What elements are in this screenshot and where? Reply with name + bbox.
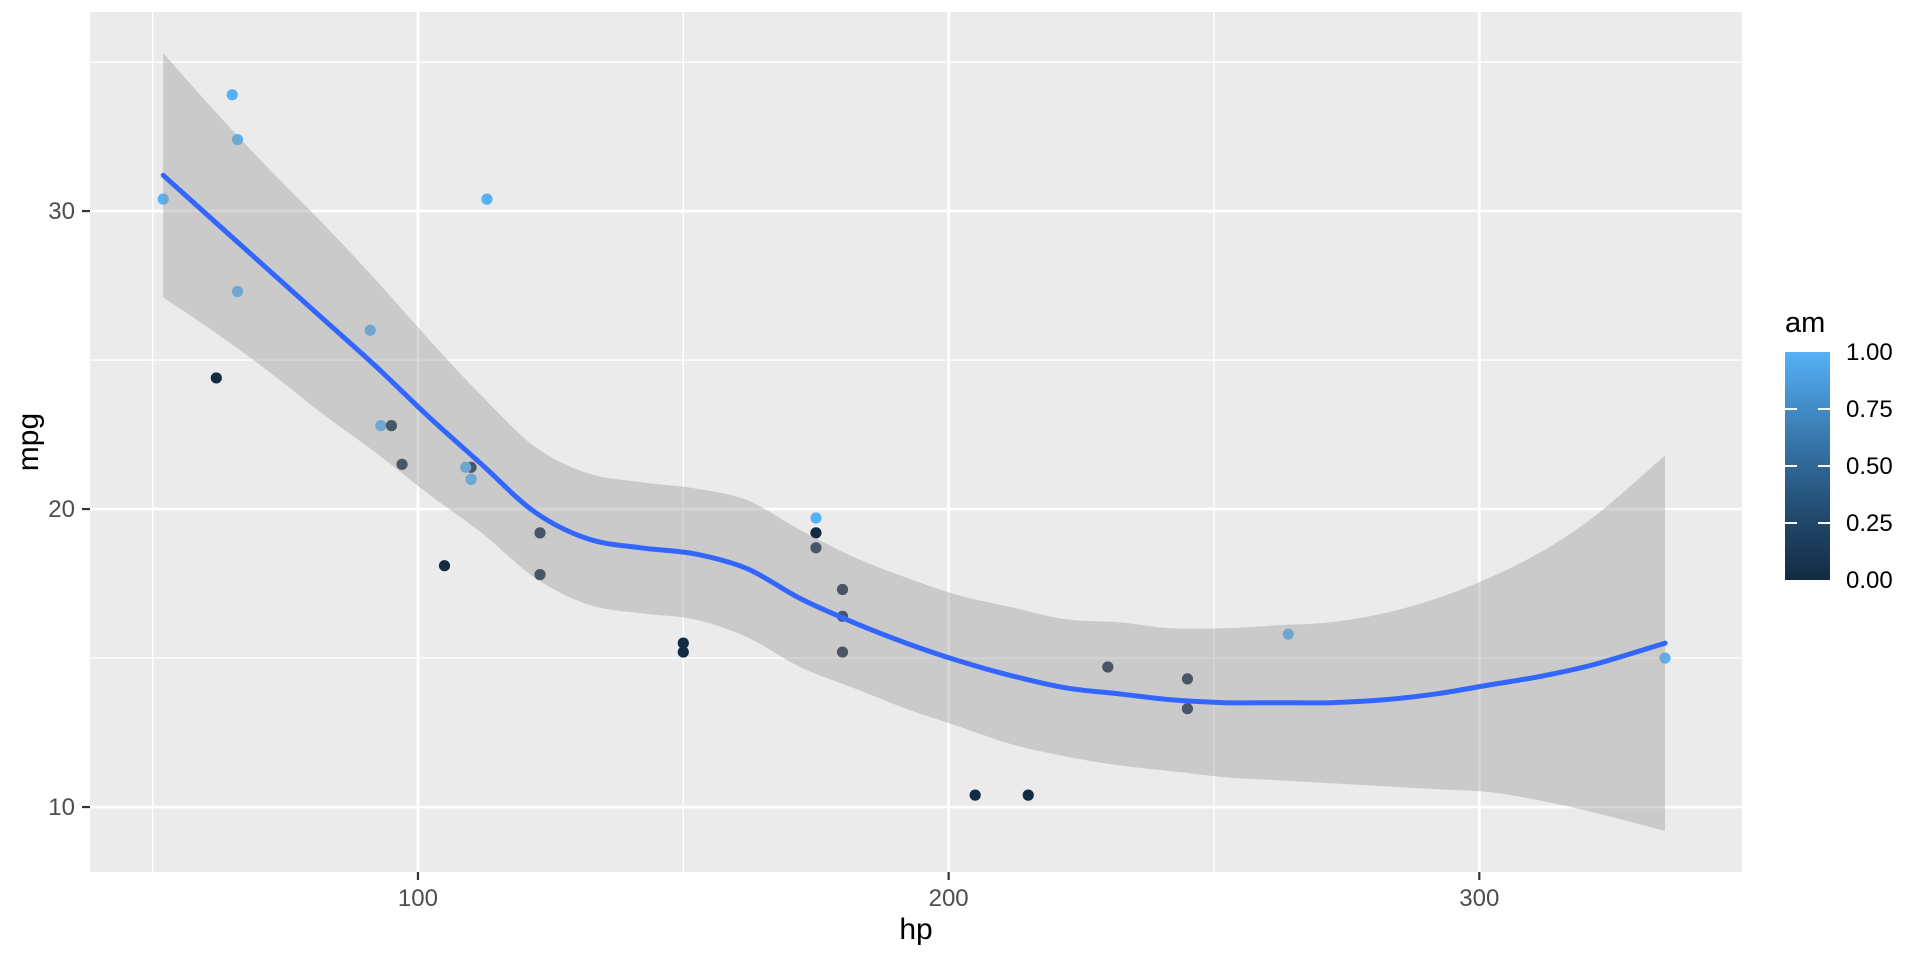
data-point <box>1022 789 1034 801</box>
x-tick-label: 200 <box>929 885 969 912</box>
data-point <box>364 324 376 336</box>
data-point <box>810 542 822 554</box>
data-points-layer <box>157 89 1671 801</box>
confidence-ribbon <box>163 53 1666 831</box>
data-point <box>385 420 398 432</box>
data-point <box>465 473 477 485</box>
legend-tick-label: 1.00 <box>1846 339 1893 366</box>
y-tick-label: 20 <box>48 496 75 523</box>
axis-tick-marks <box>82 209 1481 880</box>
data-point <box>375 420 387 432</box>
x-axis-title: hp <box>899 913 932 946</box>
y-axis-title: mpg <box>12 413 45 471</box>
legend-labels: 1.00 0.75 0.50 0.25 0.00 <box>1846 339 1893 594</box>
data-point <box>677 646 689 658</box>
data-point <box>1282 628 1294 640</box>
data-point <box>438 560 451 572</box>
data-point <box>1181 673 1194 685</box>
data-point <box>969 789 981 801</box>
y-tick-label: 30 <box>48 198 75 225</box>
data-point <box>157 193 169 205</box>
data-point <box>460 461 472 473</box>
legend-colorbar: am 1.00 0.75 0.50 0.25 0.00 <box>1785 307 1893 594</box>
confidence-ribbon-layer <box>163 53 1666 831</box>
data-point <box>231 133 244 146</box>
legend-tick-label: 0.50 <box>1846 453 1893 480</box>
legend-bar-ticks <box>1785 408 1830 524</box>
plot-panel <box>90 12 1742 872</box>
legend-tick-label: 0.75 <box>1846 396 1893 423</box>
data-point <box>481 193 493 205</box>
data-point <box>836 583 849 596</box>
data-point <box>534 569 546 581</box>
gridlines-major <box>90 12 1742 872</box>
data-point <box>1181 703 1194 715</box>
x-tick-label: 100 <box>398 885 438 912</box>
data-point <box>836 646 849 658</box>
data-point <box>231 285 244 298</box>
y-tick-label: 10 <box>48 794 75 821</box>
data-point <box>677 637 689 649</box>
gridlines-minor <box>90 12 1742 872</box>
legend-title: am <box>1785 307 1825 339</box>
data-point <box>1102 661 1114 673</box>
x-tick-label: 300 <box>1459 885 1499 912</box>
smooth-line-layer <box>160 172 1668 706</box>
data-point <box>396 458 408 470</box>
legend-tick-label: 0.25 <box>1846 510 1893 537</box>
data-point <box>810 527 822 539</box>
data-point <box>534 527 546 539</box>
data-point <box>210 372 222 384</box>
data-point <box>810 512 822 524</box>
smooth-line <box>160 172 1668 706</box>
data-point <box>1659 652 1671 664</box>
legend-tick-label: 0.00 <box>1846 567 1893 594</box>
axis-tick-labels: 100 200 300 10 20 30 <box>48 198 1499 912</box>
data-point <box>226 89 238 101</box>
